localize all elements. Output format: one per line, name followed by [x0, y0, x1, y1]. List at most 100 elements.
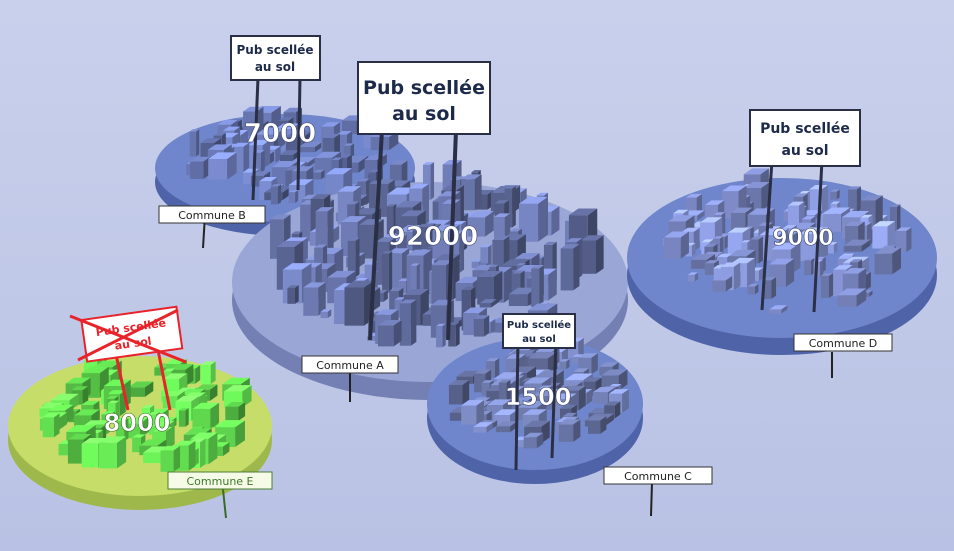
building-block — [66, 424, 96, 432]
building-block — [189, 129, 200, 132]
building-block — [189, 131, 197, 157]
building-block — [394, 297, 406, 300]
building-block — [539, 265, 544, 308]
building-block — [820, 259, 824, 278]
building-block — [564, 385, 586, 391]
building-block — [895, 227, 912, 232]
building-block — [375, 309, 399, 315]
building-block — [799, 190, 810, 194]
building-block — [869, 290, 873, 297]
building-block — [604, 405, 615, 419]
building-block — [175, 396, 200, 402]
building-block — [712, 275, 733, 281]
building-block — [486, 399, 512, 406]
building-block — [448, 324, 456, 347]
building-block — [148, 414, 156, 435]
building-block — [259, 176, 278, 182]
building-block — [804, 257, 815, 261]
building-block — [680, 231, 689, 259]
building-block — [93, 360, 122, 368]
building-block — [377, 325, 394, 347]
building-block — [101, 414, 111, 424]
building-block — [664, 231, 689, 238]
building-block — [190, 156, 211, 162]
building-block — [386, 206, 394, 235]
building-block — [681, 227, 700, 232]
building-block — [731, 257, 755, 264]
building-block — [386, 203, 397, 207]
building-block — [508, 366, 537, 373]
building-block — [194, 384, 218, 390]
building-block — [403, 288, 429, 295]
building-block — [148, 411, 160, 415]
commune-d-sign: Pub scellée au sol — [749, 109, 861, 167]
building-block — [270, 186, 278, 205]
commune-b-sign-line1: Pub scellée — [236, 43, 313, 57]
building-block — [320, 311, 328, 319]
building-block — [601, 369, 628, 376]
building-block — [495, 421, 518, 427]
building-block — [527, 303, 558, 311]
building-block — [685, 197, 697, 218]
building-block — [560, 248, 574, 291]
building-block — [343, 143, 355, 146]
building-block — [163, 368, 176, 372]
building-block — [548, 268, 557, 301]
building-block — [818, 227, 829, 261]
building-block — [320, 309, 332, 312]
building-block — [592, 392, 608, 404]
building-block — [833, 242, 838, 254]
building-block — [473, 422, 494, 427]
building-block — [580, 235, 604, 241]
building-block — [573, 368, 589, 372]
building-block — [298, 146, 315, 153]
building-block — [318, 282, 326, 316]
building-block — [543, 241, 557, 245]
building-block — [563, 412, 578, 417]
building-block — [599, 366, 613, 376]
commune-c-sign: Pub scellée au sol — [502, 313, 576, 349]
building-block — [278, 117, 294, 121]
building-block — [81, 366, 109, 374]
building-block — [691, 242, 696, 257]
building-block — [50, 393, 79, 401]
building-block — [115, 421, 125, 442]
building-block — [327, 270, 356, 278]
building-block — [209, 384, 218, 401]
building-block — [58, 412, 68, 431]
building-block — [103, 379, 131, 386]
building-block — [314, 151, 341, 158]
building-block — [399, 303, 411, 346]
building-block — [568, 208, 598, 216]
building-block — [516, 263, 527, 266]
building-block — [406, 249, 432, 256]
building-block — [523, 377, 551, 384]
building-block — [344, 287, 365, 326]
building-block — [200, 138, 222, 144]
building-block — [48, 404, 74, 411]
building-block — [586, 389, 593, 405]
building-block — [543, 244, 553, 283]
building-block — [395, 201, 422, 208]
building-block — [471, 259, 483, 262]
building-block — [456, 370, 482, 377]
building-block — [561, 381, 583, 387]
building-block — [106, 396, 119, 399]
building-block — [190, 161, 204, 179]
building-block — [282, 263, 312, 270]
building-block — [481, 380, 494, 383]
building-block — [486, 422, 494, 433]
building-block — [242, 172, 254, 185]
building-block — [389, 160, 408, 165]
building-block — [720, 262, 741, 267]
building-block — [493, 409, 519, 415]
building-block — [141, 405, 155, 408]
building-block — [604, 401, 621, 406]
building-block — [162, 373, 188, 380]
building-block — [508, 287, 538, 295]
building-block — [487, 244, 492, 271]
building-block — [291, 231, 303, 234]
building-block — [461, 174, 482, 180]
building-block — [124, 418, 129, 442]
